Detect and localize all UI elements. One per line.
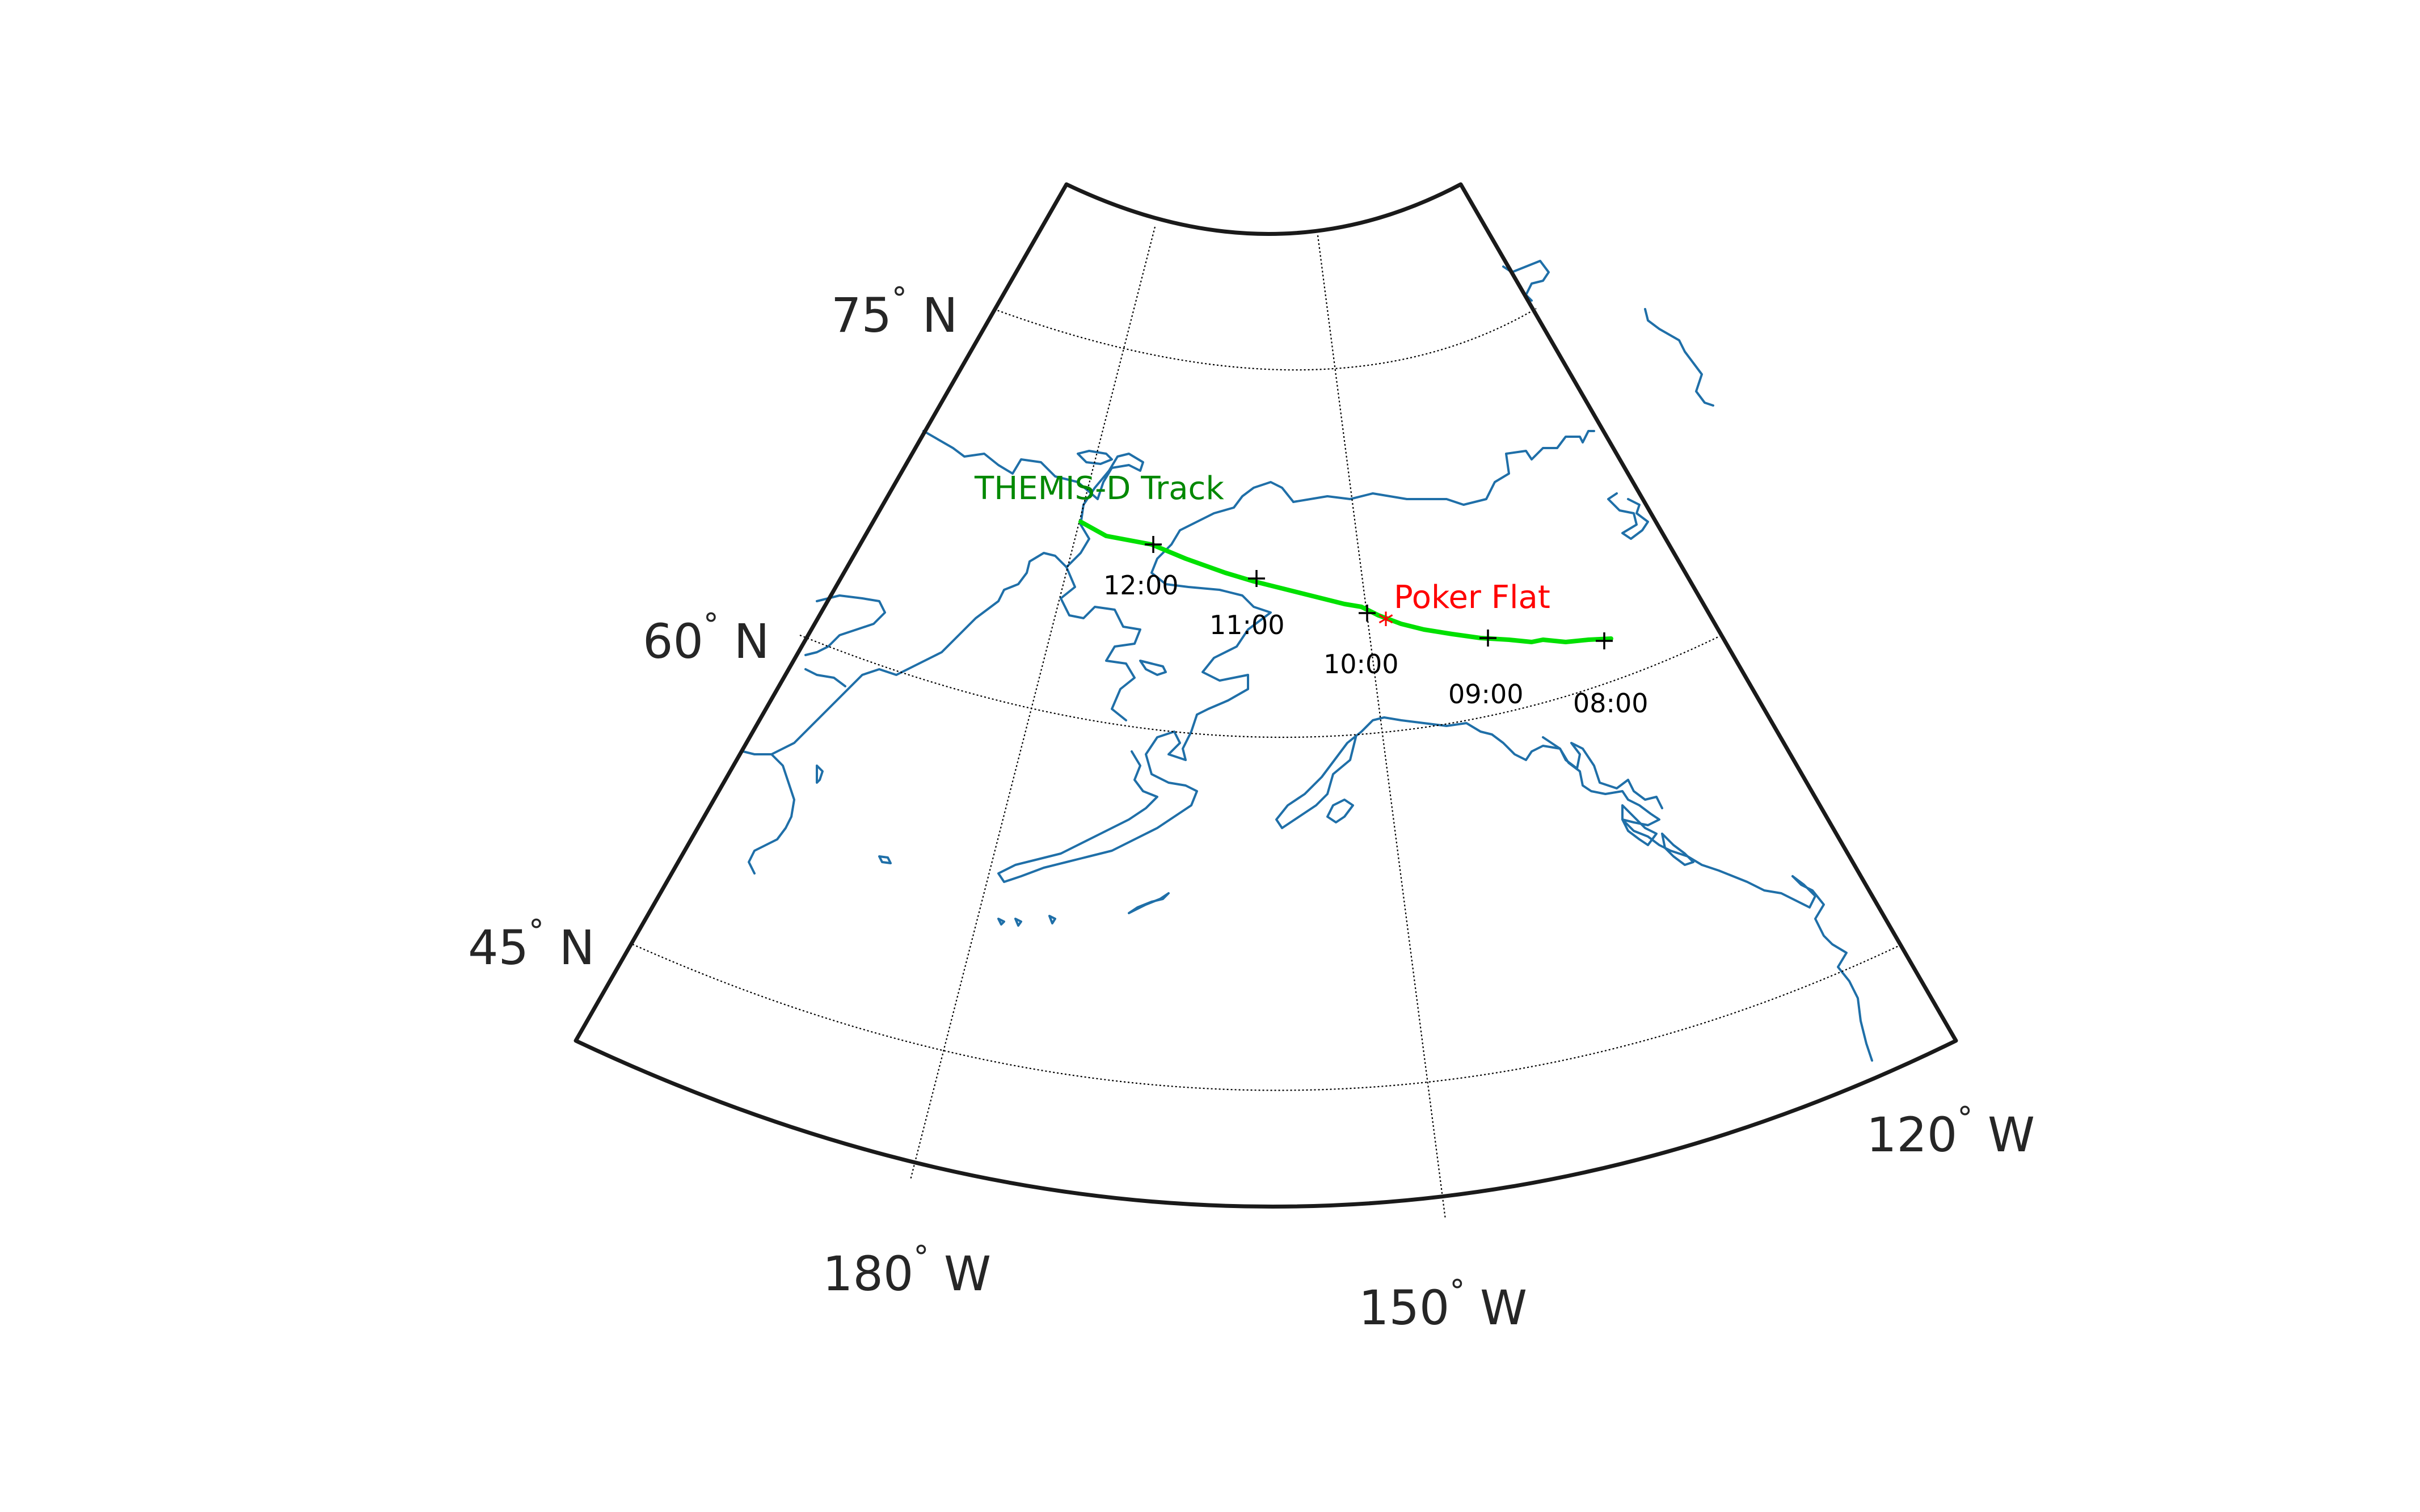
track-line xyxy=(1078,520,1613,644)
island-aleutian-1 xyxy=(997,918,1005,926)
coast-alaska-peninsula xyxy=(997,713,1198,883)
lat-label-45: 45° N xyxy=(468,913,595,975)
island-aleutian-3 xyxy=(1048,915,1056,924)
lat-label-75: 75° N xyxy=(831,281,958,343)
tick-10 xyxy=(1359,605,1376,622)
lon-label-150: 150° W xyxy=(1359,1273,1527,1336)
meridian-180 xyxy=(909,226,1156,1180)
island-2 xyxy=(878,855,892,864)
parallel-45 xyxy=(632,943,1903,1091)
tick-11 xyxy=(1248,570,1265,587)
coast-bc xyxy=(1791,875,1873,1062)
satellite-track xyxy=(1078,520,1613,649)
track-tick-marks xyxy=(1145,536,1613,649)
parallel-60 xyxy=(799,634,1722,738)
meridian-165 xyxy=(1317,235,1447,1220)
track-label: THEMIS-D Track xyxy=(974,470,1224,507)
time-label-0900: 09:00 xyxy=(1448,679,1524,709)
island-arctic-1 xyxy=(1077,450,1113,465)
coast-chukotka xyxy=(742,668,909,755)
coast-siberia-west xyxy=(804,594,886,656)
time-label-1000: 10:00 xyxy=(1323,649,1399,679)
tick-08 xyxy=(1596,632,1613,649)
coast-alaska-south xyxy=(1275,716,1816,909)
lon-label-120: 120° W xyxy=(1866,1100,2035,1163)
coast-se-islands-2 xyxy=(1661,833,1694,866)
coast-canada-islands-2 xyxy=(1644,308,1714,407)
coast-se-alaska xyxy=(1542,736,1663,809)
island-st-lawrence xyxy=(1139,660,1167,676)
tick-09 xyxy=(1479,630,1496,647)
coast-alaska-arctic xyxy=(1150,481,1295,716)
coast-okhotsk xyxy=(748,753,795,875)
tick-12 xyxy=(1145,536,1162,553)
coast-se-islands xyxy=(1621,804,1658,846)
time-label-1200: 12:00 xyxy=(1103,570,1179,601)
coast-canada-islands xyxy=(1607,492,1649,540)
coast-alaska-beaufort xyxy=(1292,430,1595,506)
lon-label-180: 180° W xyxy=(823,1239,991,1302)
island-aleutian-4 xyxy=(1128,892,1170,914)
parallel-75 xyxy=(993,308,1537,371)
site-label: Poker Flat xyxy=(1394,579,1550,616)
site-marker: * xyxy=(1378,606,1394,643)
time-label-1100: 11:00 xyxy=(1209,610,1285,640)
lat-label-60: 60° N xyxy=(643,607,769,669)
island-kodiak xyxy=(1326,799,1354,823)
map-frame xyxy=(574,182,1958,1209)
island-aleutian-2 xyxy=(1014,918,1022,927)
coastlines xyxy=(742,260,1873,1062)
coast-canada-arctic xyxy=(1502,260,1550,302)
coast-chukotka-2 xyxy=(907,552,1068,670)
graticule xyxy=(632,226,1903,1220)
time-label-0800: 08:00 xyxy=(1573,688,1649,719)
island-1 xyxy=(816,765,824,784)
coast-siberia-west-2 xyxy=(804,668,846,687)
